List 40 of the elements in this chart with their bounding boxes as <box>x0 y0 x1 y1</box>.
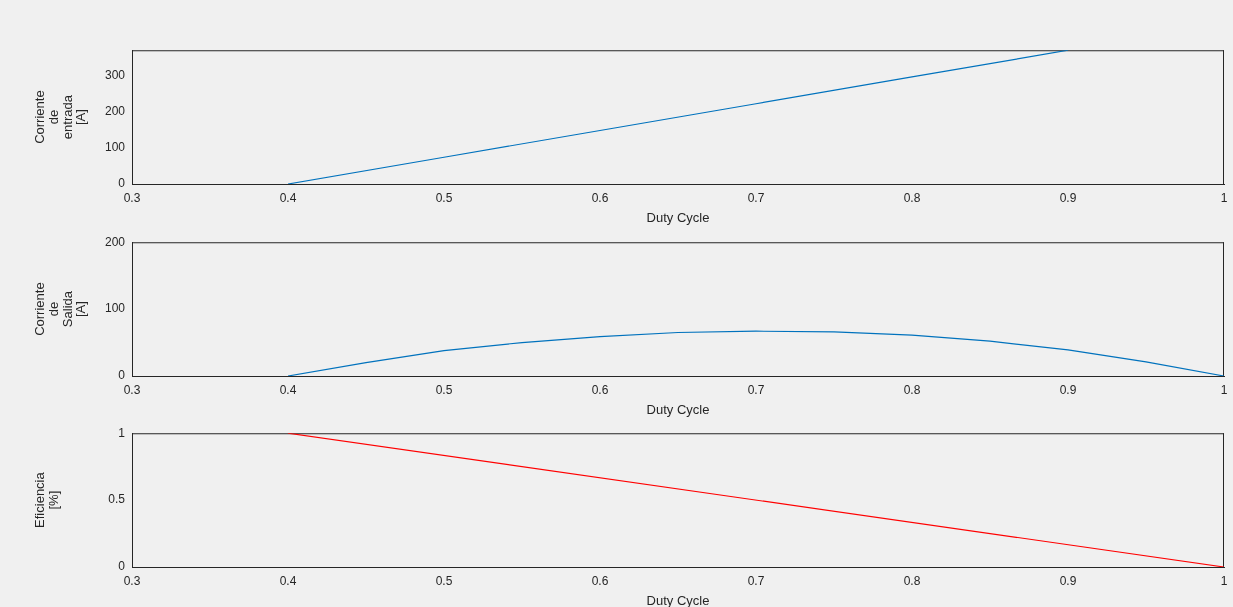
y-tick-label: 300 <box>104 67 126 82</box>
y-tick-label: 200 <box>104 234 126 249</box>
x-tick-label: 0.5 <box>435 382 453 397</box>
y-axis-title: Corriente de entrada [A] <box>32 90 89 144</box>
y-tick-label: 100 <box>104 301 126 316</box>
x-tick-label: 1 <box>1220 573 1228 588</box>
x-tick-label: 0.7 <box>747 382 765 397</box>
x-tick-label: 0.8 <box>903 190 921 205</box>
x-tick-label: 0.3 <box>123 382 141 397</box>
x-tick-label: 0.6 <box>591 382 609 397</box>
x-tick-label: 0.3 <box>123 573 141 588</box>
x-tick-label: 0.9 <box>1059 190 1077 205</box>
x-tick-label: 0.5 <box>435 190 453 205</box>
x-tick-label: 0.3 <box>123 190 141 205</box>
y-tick-label: 0 <box>118 176 126 191</box>
x-tick-label: 0.7 <box>747 573 765 588</box>
y-axis-title: Corriente de Salida [A] <box>32 282 89 336</box>
x-tick-label: 0.6 <box>591 573 609 588</box>
x-axis-title: Duty Cycle <box>646 209 710 225</box>
y-tick-label: 0 <box>118 368 126 383</box>
x-axis-title: Duty Cycle <box>646 401 710 417</box>
y-tick-label: 100 <box>104 140 126 155</box>
x-tick-label: 0.6 <box>591 190 609 205</box>
y-tick-label: 1 <box>118 425 126 440</box>
x-tick-label: 0.8 <box>903 382 921 397</box>
y-tick-label: 0 <box>118 559 126 574</box>
x-tick-label: 0.9 <box>1059 382 1077 397</box>
x-tick-label: 1 <box>1220 190 1228 205</box>
x-tick-label: 0.4 <box>279 573 297 588</box>
x-tick-label: 1 <box>1220 382 1228 397</box>
x-tick-label: 0.4 <box>279 190 297 205</box>
y-tick-label: 200 <box>104 103 126 118</box>
x-tick-label: 0.7 <box>747 190 765 205</box>
y-tick-label: 0.5 <box>108 492 126 507</box>
y-axis-title: Eficiencia [%] <box>32 471 62 528</box>
x-tick-label: 0.8 <box>903 573 921 588</box>
x-tick-label: 0.9 <box>1059 573 1077 588</box>
x-axis-title: Duty Cycle <box>646 592 710 607</box>
x-tick-label: 0.5 <box>435 573 453 588</box>
x-tick-label: 0.4 <box>279 382 297 397</box>
